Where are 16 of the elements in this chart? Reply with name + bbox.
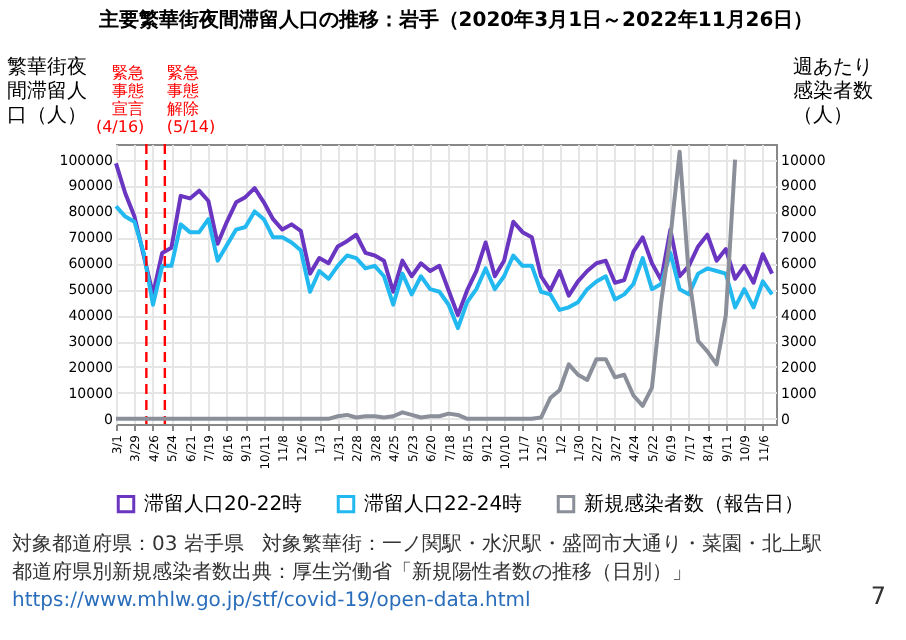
legend-label: 新規感染者数（報告日） — [584, 492, 804, 517]
legend-label: 滞留人口20-22時 — [144, 492, 303, 517]
line-series — [114, 161, 775, 318]
line-series — [114, 204, 775, 331]
ref-line-label: 緊急事態解除(5/14) — [166, 64, 216, 136]
y-axis-title: 繁華街夜間滞留人口（人） — [7, 55, 87, 127]
text: 対象繁華街：一ノ関駅・水沢駅・盛岡市大通り・菜園・北上駅 — [262, 532, 822, 556]
text: https://www.mhlw.go.jp/stf/covid-19/open-data.html — [12, 590, 531, 612]
chart-title: 主要繁華街夜間滞留人口の推移：岩手（2020年3月1日～2022年11月26日） — [96, 8, 814, 32]
ref-line-label: 緊急事態宣言(4/16) — [95, 64, 145, 136]
y2-axis-title: 週あたり感染者数（人） — [793, 57, 873, 127]
legend-label: 滞留人口22-24時 — [364, 492, 523, 517]
line-series — [114, 149, 738, 421]
text: 対象都道府県：03 岩手県 — [12, 532, 244, 556]
text: 7 — [870, 582, 886, 610]
text: 都道府県別新規感染者数出典：厚生労働省「新規陽性者数の推移（日別）」 — [12, 560, 692, 584]
